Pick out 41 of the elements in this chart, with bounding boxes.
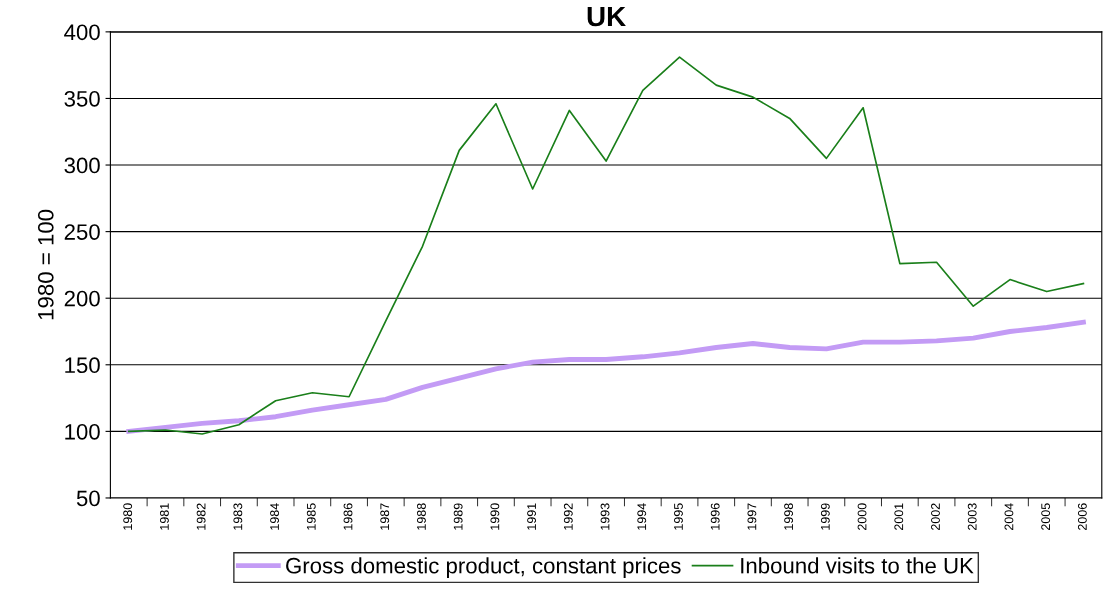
legend-label: Gross domestic product, constant prices xyxy=(286,557,681,578)
x-tick-label: 2003 xyxy=(967,503,977,530)
y-tick-label: 350 xyxy=(64,90,100,107)
x-tick-label: 1991 xyxy=(527,503,537,530)
x-tick-label: 1988 xyxy=(417,503,426,530)
legend-label: Inbound visits to the UK xyxy=(741,557,974,574)
x-tick-label: 1989 xyxy=(453,503,463,530)
y-tick-label: 250 xyxy=(64,224,100,240)
x-tick-label: 1994 xyxy=(637,503,647,530)
x-tick-label: 1990 xyxy=(490,503,500,530)
x-tick-label: 1996 xyxy=(710,503,720,530)
x-tick-label: 1995 xyxy=(674,503,683,530)
y-tick-label: 50 xyxy=(76,490,100,507)
x-tick-label: 1992 xyxy=(563,503,573,530)
x-tick-label: 1983 xyxy=(233,503,243,530)
chart-title: UK xyxy=(587,6,626,27)
x-tick-label: 1982 xyxy=(196,503,206,530)
x-tick-label: 1986 xyxy=(343,503,353,530)
x-tick-label: 2002 xyxy=(931,503,940,530)
x-tick-label: 1998 xyxy=(784,503,794,530)
x-tick-label: 2001 xyxy=(894,503,904,530)
y-tick-label: 400 xyxy=(64,24,100,41)
line-series xyxy=(126,319,1086,434)
x-tick-label: 1993 xyxy=(600,503,610,530)
x-tick-label: 2004 xyxy=(1004,503,1014,530)
x-tick-label: 2005 xyxy=(1041,503,1051,530)
x-tick-label: 1997 xyxy=(747,503,757,530)
y-tick-label: 200 xyxy=(64,290,100,307)
x-tick-label: 1980 xyxy=(123,503,133,530)
x-tick-label: 2006 xyxy=(1077,503,1087,530)
y-tick-label: 300 xyxy=(64,157,100,174)
x-tick-label: 2000 xyxy=(857,503,867,530)
x-tick-label: 1984 xyxy=(270,503,279,530)
y-axis-title: 1980 = 100 xyxy=(37,209,54,320)
y-tick-label: 150 xyxy=(65,357,100,374)
y-tick-label: 100 xyxy=(65,423,100,440)
x-tick-label: 1999 xyxy=(820,503,830,530)
x-tick-label: 1985 xyxy=(306,503,316,530)
x-tick-label: 1987 xyxy=(380,503,390,530)
x-tick-label: 1981 xyxy=(159,503,169,530)
line-series xyxy=(127,56,1085,435)
